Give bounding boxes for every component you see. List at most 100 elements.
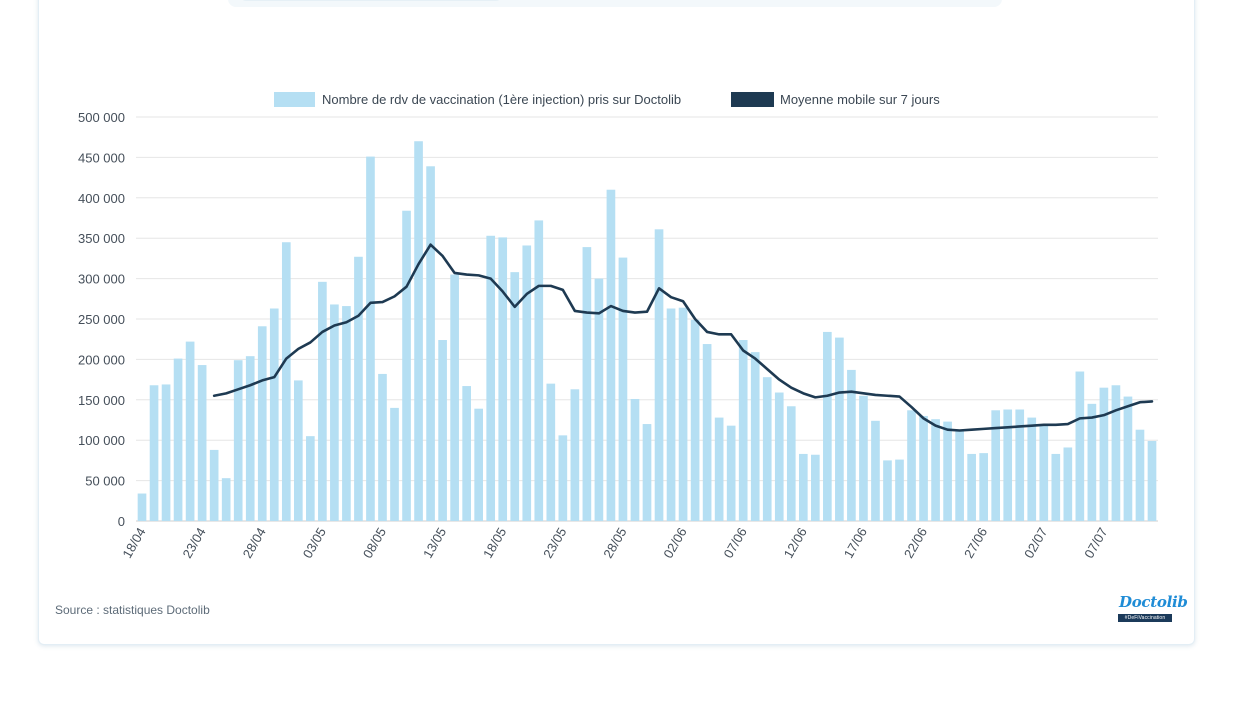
bar[interactable] xyxy=(366,156,375,521)
x-tick-label: 22/06 xyxy=(901,525,930,561)
bar[interactable] xyxy=(173,358,183,521)
x-tick-label: 13/05 xyxy=(420,525,449,561)
legend-bar-swatch xyxy=(274,92,315,107)
bar[interactable] xyxy=(149,385,159,521)
bar[interactable] xyxy=(943,421,952,521)
bar[interactable] xyxy=(1075,371,1085,521)
bar[interactable] xyxy=(979,453,988,521)
y-tick-label: 150 000 xyxy=(78,393,125,408)
bar[interactable] xyxy=(702,344,712,521)
bar[interactable] xyxy=(306,436,315,521)
bar[interactable] xyxy=(257,326,267,521)
bar[interactable] xyxy=(823,331,832,521)
bar[interactable] xyxy=(835,337,844,521)
bar[interactable] xyxy=(1063,447,1073,521)
moving-average-line[interactable] xyxy=(212,243,1154,432)
bar[interactable] xyxy=(498,237,508,521)
bar[interactable] xyxy=(558,435,568,521)
y-tick-label: 350 000 xyxy=(78,231,125,246)
bar[interactable] xyxy=(510,272,520,521)
bar[interactable] xyxy=(726,425,736,521)
bar[interactable] xyxy=(774,392,784,521)
bar[interactable] xyxy=(582,247,592,521)
bar[interactable] xyxy=(1003,409,1013,522)
bar[interactable] xyxy=(221,478,231,521)
bar[interactable] xyxy=(666,308,676,522)
bar[interactable] xyxy=(883,460,892,521)
bar[interactable] xyxy=(967,453,976,521)
bar[interactable] xyxy=(991,410,1001,521)
bar[interactable] xyxy=(426,166,435,522)
bar[interactable] xyxy=(414,141,423,522)
x-tick-label: 23/04 xyxy=(179,525,208,561)
bar[interactable] xyxy=(1123,396,1133,521)
bar[interactable] xyxy=(450,274,459,521)
x-tick-label: 17/06 xyxy=(841,525,870,561)
bar[interactable] xyxy=(1099,387,1109,521)
bar[interactable] xyxy=(245,356,255,521)
bar[interactable] xyxy=(570,389,580,521)
bar[interactable] xyxy=(871,420,880,521)
bar[interactable] xyxy=(594,278,604,521)
bar[interactable] xyxy=(630,398,640,521)
doctolib-logo[interactable]: Doctolib #DeFiVaccination xyxy=(1117,593,1188,623)
bar[interactable] xyxy=(907,410,916,521)
bar[interactable] xyxy=(342,306,351,521)
bar[interactable] xyxy=(474,408,483,521)
bar[interactable] xyxy=(955,429,964,521)
bar[interactable] xyxy=(546,383,556,521)
bar[interactable] xyxy=(281,242,291,522)
bar[interactable] xyxy=(1087,403,1097,521)
bar[interactable] xyxy=(438,340,447,521)
bar[interactable] xyxy=(931,419,940,521)
bar[interactable] xyxy=(534,220,544,522)
x-tick-label: 23/05 xyxy=(540,525,569,561)
bar[interactable] xyxy=(1039,425,1049,521)
bar[interactable] xyxy=(1111,385,1121,521)
bar[interactable] xyxy=(209,449,219,521)
bar[interactable] xyxy=(318,281,327,521)
bar[interactable] xyxy=(895,459,904,521)
bar[interactable] xyxy=(330,304,339,521)
bar[interactable] xyxy=(522,245,532,521)
bar[interactable] xyxy=(354,256,363,521)
bar[interactable] xyxy=(269,308,279,522)
bar[interactable] xyxy=(1015,409,1025,522)
bar[interactable] xyxy=(714,417,724,521)
bar[interactable] xyxy=(1051,453,1061,521)
bar[interactable] xyxy=(798,453,808,521)
bar[interactable] xyxy=(654,229,664,521)
bar[interactable] xyxy=(378,373,387,521)
bar[interactable] xyxy=(1027,417,1037,521)
top-tab-bar xyxy=(228,0,1002,7)
bar[interactable] xyxy=(390,407,399,521)
bar[interactable] xyxy=(402,210,411,522)
bar[interactable] xyxy=(786,406,796,521)
y-tick-label: 50 000 xyxy=(85,474,125,489)
bar[interactable] xyxy=(642,424,652,521)
bar[interactable] xyxy=(847,369,856,521)
bar[interactable] xyxy=(161,384,171,521)
bar[interactable] xyxy=(750,352,760,521)
bar[interactable] xyxy=(738,340,748,521)
bar[interactable] xyxy=(859,395,868,521)
bar[interactable] xyxy=(462,386,471,521)
y-tick-label: 400 000 xyxy=(78,191,125,206)
legend: Nombre de rdv de vaccination (1ère injec… xyxy=(274,92,940,107)
bar[interactable] xyxy=(762,377,772,521)
bar[interactable] xyxy=(618,257,628,521)
bar[interactable] xyxy=(606,189,616,521)
bar[interactable] xyxy=(811,454,820,521)
bar[interactable] xyxy=(233,360,243,521)
bar[interactable] xyxy=(1147,441,1157,521)
bar[interactable] xyxy=(690,319,700,521)
bar[interactable] xyxy=(197,365,207,521)
bar[interactable] xyxy=(137,493,147,521)
bar[interactable] xyxy=(678,307,688,521)
bar[interactable] xyxy=(919,415,928,521)
bar[interactable] xyxy=(185,341,195,521)
bar[interactable] xyxy=(293,380,303,521)
bar[interactable] xyxy=(1135,429,1145,521)
bar[interactable] xyxy=(486,235,496,521)
